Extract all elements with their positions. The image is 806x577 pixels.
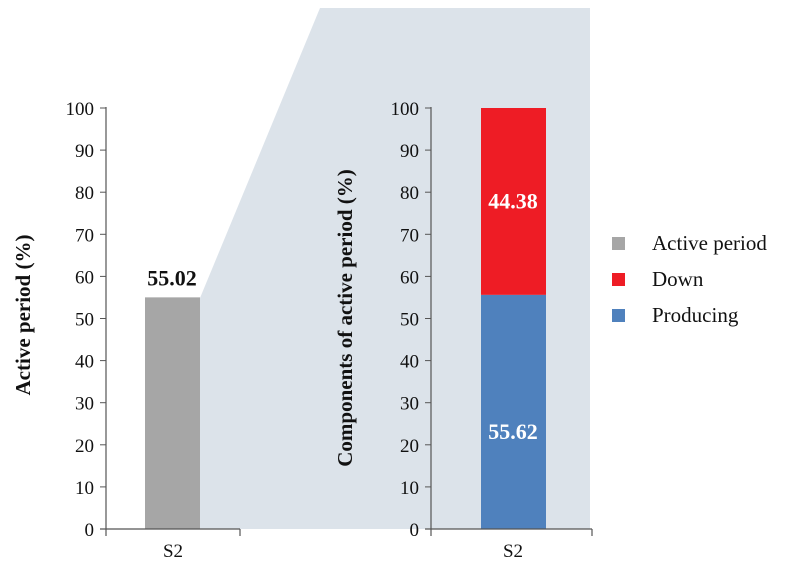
legend-label-active-period: Active period	[652, 231, 767, 255]
left-y-tick-label: 30	[75, 394, 94, 415]
legend-label-down: Down	[652, 267, 704, 291]
left-y-tick-label: 90	[75, 141, 94, 162]
legend-label-producing: Producing	[652, 303, 739, 327]
legend-swatch-active-period	[612, 237, 625, 250]
right-x-tick-label: S2	[503, 541, 523, 562]
left-chart-panel: 0 10 20 30 40 50 60 70 80 90 100 55.02 Active peri…	[11, 99, 241, 562]
left-y-axis-title: Active period (%)	[11, 235, 35, 396]
data-label-active-period: 55.02	[147, 265, 197, 290]
right-y-tick-label: 30	[400, 394, 419, 415]
left-bars: 55.02	[145, 265, 200, 529]
bar-segment-down	[481, 108, 546, 295]
legend: Active period Down Producing	[612, 231, 767, 327]
right-y-axis-ticks: 0 10 20 30 40 50 60 70 80 90 100	[391, 99, 420, 541]
left-y-tick-label: 20	[75, 436, 94, 457]
left-y-tick-label: 40	[75, 352, 94, 373]
legend-swatch-down	[612, 273, 625, 286]
right-y-tick-label: 100	[391, 99, 420, 120]
left-y-tick-label: 0	[85, 520, 95, 541]
right-y-tick-label: 60	[400, 267, 419, 288]
data-label-down: 44.38	[488, 188, 538, 213]
left-y-tick-label: 50	[75, 310, 94, 331]
left-x-tick-label: S2	[163, 541, 183, 562]
right-y-tick-label: 70	[400, 225, 419, 246]
data-label-producing: 55.62	[488, 419, 538, 444]
right-axes	[425, 107, 593, 536]
left-axes	[100, 107, 241, 536]
left-y-tick-label: 10	[75, 478, 94, 499]
right-bars: 55.62 44.38	[481, 108, 546, 529]
right-y-tick-label: 10	[400, 478, 419, 499]
left-y-tick-label: 80	[75, 183, 94, 204]
right-y-tick-label: 0	[410, 520, 420, 541]
right-y-tick-label: 80	[400, 183, 419, 204]
legend-swatch-producing	[612, 309, 625, 322]
right-y-tick-label: 20	[400, 436, 419, 457]
right-y-tick-label: 50	[400, 310, 419, 331]
bar-segment-producing	[481, 294, 546, 529]
left-y-tick-label: 100	[66, 99, 95, 120]
right-y-axis-title: Components of active period (%)	[333, 169, 357, 466]
right-chart-panel: 0 10 20 30 40 50 60 70 80 90 100 55.62 44.38 Compon…	[333, 99, 593, 562]
right-y-tick-label: 40	[400, 352, 419, 373]
left-y-axis-ticks: 0 10 20 30 40 50 60 70 80 90 100	[66, 99, 95, 541]
left-y-tick-label: 70	[75, 225, 94, 246]
right-y-tick-label: 90	[400, 141, 419, 162]
left-y-tick-label: 60	[75, 267, 94, 288]
bar-active-period	[145, 297, 200, 529]
